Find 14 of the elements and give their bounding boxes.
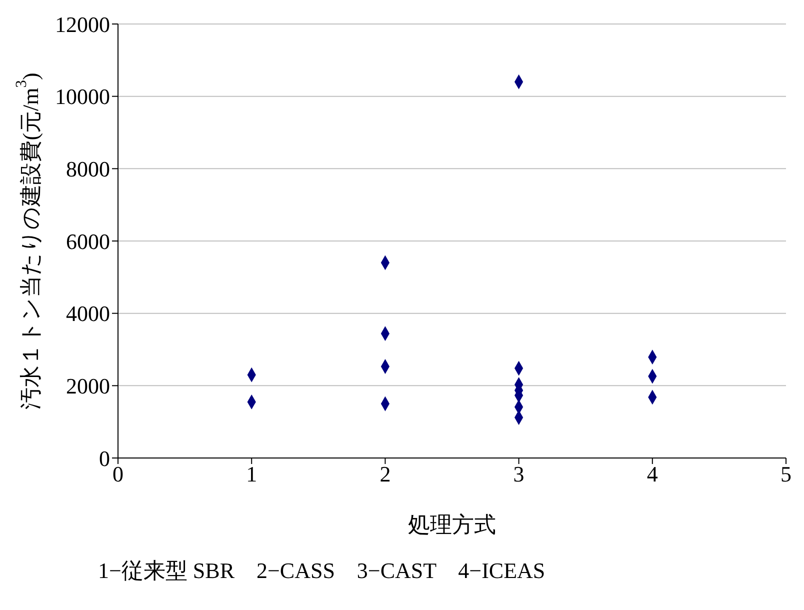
- x-tick-label: 1: [246, 462, 258, 487]
- y-tick-label: 6000: [66, 228, 110, 254]
- y-tick-label: 0: [99, 446, 110, 471]
- x-tick-label: 5: [780, 462, 792, 487]
- y-tick-label: 4000: [66, 301, 110, 326]
- y-tick-label: 12000: [55, 12, 110, 37]
- x-tick-label: 2: [380, 462, 391, 487]
- x-axis-title: 処理方式: [408, 512, 496, 537]
- x-tick-label: 3: [513, 462, 524, 487]
- y-tick-label: 8000: [66, 156, 110, 182]
- y-tick-label: 2000: [66, 373, 110, 398]
- text: 1−従来型 SBR 2−CASS 3−CAST 4−ICEAS: [98, 557, 546, 585]
- y-tick-label: 10000: [55, 84, 110, 110]
- x-tick-label: 4: [646, 462, 658, 487]
